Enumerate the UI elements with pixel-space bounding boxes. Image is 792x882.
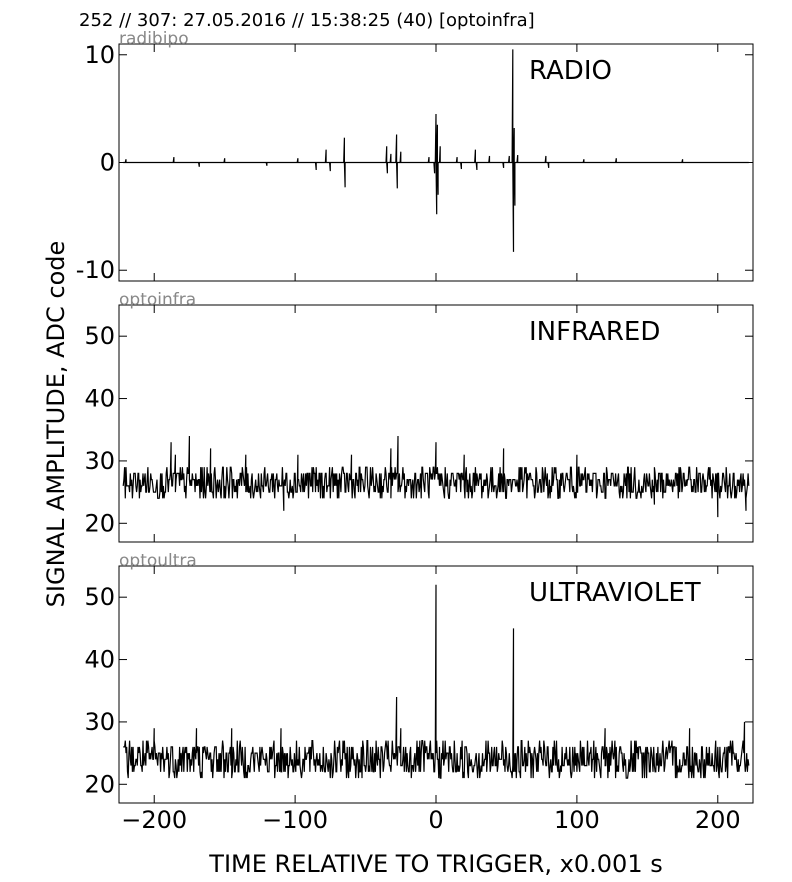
x-tick-label: −100 [262,806,328,834]
trace-group [122,435,750,518]
x-tick-group [153,44,719,281]
signal-trace [123,584,750,779]
signal-trace [122,435,750,518]
y-tick-label: 40 [84,646,115,674]
panel-title: ULTRAVIOLET [529,578,701,608]
trace-group [123,584,750,779]
panel-title: RADIO [529,56,612,86]
panel-tag: optoultra [119,551,197,571]
y-tick-label: 40 [84,385,115,413]
y-tick-label: 50 [84,583,115,611]
y-tick-label: 0 [100,149,115,177]
panel-radio: radibipo RADIO -10 0 10 [76,29,754,284]
x-tick-group [153,566,719,803]
y-tick-label: -10 [76,256,115,284]
panel-tag: radibipo [119,29,189,49]
y-tick-label: 10 [84,41,115,69]
panel-title: INFRARED [529,317,660,347]
y-tick-group: 20 30 40 50 [84,322,753,537]
trace-group [123,49,749,252]
y-tick-group: -10 0 10 [76,41,753,284]
signal-trace [123,49,749,252]
x-tick-label-group: −200 −100 0 100 200 [121,806,740,834]
y-tick-label: 20 [84,770,115,798]
x-tick-label: −200 [121,806,187,834]
x-tick-group [153,305,719,542]
panel-tag: optoinfra [119,290,196,310]
header-text: 252 // 307: 27.05.2016 // 15:38:25 (40) … [79,10,535,31]
y-axis-label: SIGNAL AMPLITUDE, ADC code [42,241,70,608]
y-tick-label: 50 [84,322,115,350]
y-tick-label: 20 [84,509,115,537]
x-tick-label: 100 [554,806,600,834]
panel-infrared: optoinfra INFRARED 20 30 40 50 [84,290,754,543]
y-tick-group: 20 30 40 50 [84,583,753,798]
y-tick-label: 30 [84,447,115,475]
x-tick-label: 200 [695,806,741,834]
y-tick-label: 30 [84,708,115,736]
x-tick-label: 0 [428,806,443,834]
x-axis-label: TIME RELATIVE TO TRIGGER, x0.001 s [208,850,662,878]
panel-ultraviolet: optoultra ULTRAVIOLET 20 30 40 50 [84,551,754,804]
